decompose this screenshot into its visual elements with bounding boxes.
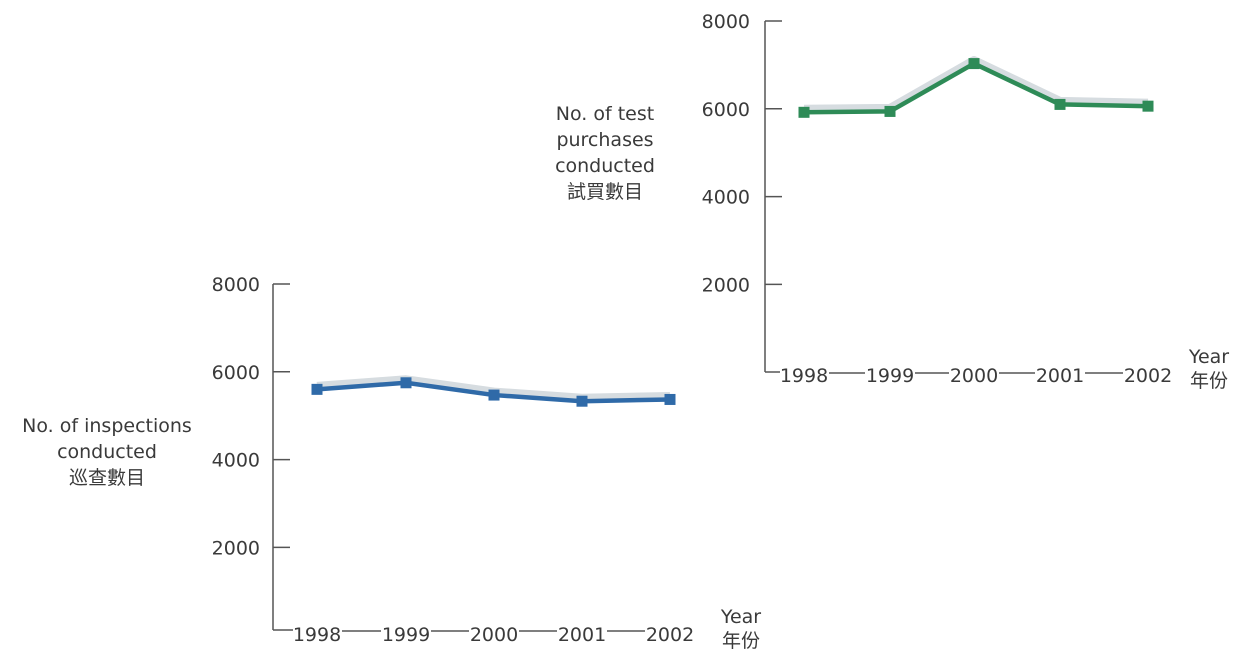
x-axis-label-line: 年份 (1190, 370, 1228, 392)
y-axis-label-line: No. of inspections (22, 415, 192, 437)
y-axis-label-line: purchases (556, 129, 653, 151)
y-tick-label: 2000 (212, 537, 260, 559)
y-tick-label: 8000 (702, 11, 750, 33)
data-point-marker (400, 377, 412, 389)
y-tick-label: 6000 (212, 362, 260, 384)
x-tick-label: 2000 (950, 365, 998, 387)
x-tick-label: 1998 (293, 624, 341, 646)
y-tick-label: 2000 (702, 274, 750, 296)
data-point-marker (311, 383, 323, 395)
y-axis-label-line: No. of test (556, 103, 654, 125)
y-tick-label: 4000 (702, 187, 750, 209)
y-axis-label-line: 試買數目 (567, 181, 643, 203)
y-tick-label: 6000 (702, 99, 750, 121)
data-point-marker (488, 389, 500, 401)
x-tick-label: 1998 (780, 365, 828, 387)
x-tick-label: 2002 (1124, 365, 1172, 387)
y-tick-label: 4000 (212, 450, 260, 472)
data-point-marker (884, 105, 896, 117)
x-tick-label: 2001 (1036, 365, 1084, 387)
y-axis-label-line: conducted (57, 441, 157, 463)
data-point-marker (968, 58, 980, 70)
data-point-marker (1054, 98, 1066, 110)
x-tick-label: 1999 (382, 624, 430, 646)
x-tick-label: 2002 (646, 624, 694, 646)
data-point-marker (576, 395, 588, 407)
y-tick-label: 8000 (212, 274, 260, 296)
x-axis-label-line: Year (720, 606, 761, 628)
data-point-marker (1142, 100, 1154, 112)
x-axis-label-line: Year (1188, 346, 1229, 368)
data-point-marker (664, 393, 676, 405)
x-tick-label: 2000 (470, 624, 518, 646)
x-tick-label: 2001 (558, 624, 606, 646)
x-tick-label: 1999 (866, 365, 914, 387)
y-axis-label-line: 巡查數目 (69, 467, 145, 489)
y-axis-label-line: conducted (555, 155, 655, 177)
x-axis-label-line: 年份 (722, 630, 760, 652)
data-point-marker (798, 106, 810, 118)
